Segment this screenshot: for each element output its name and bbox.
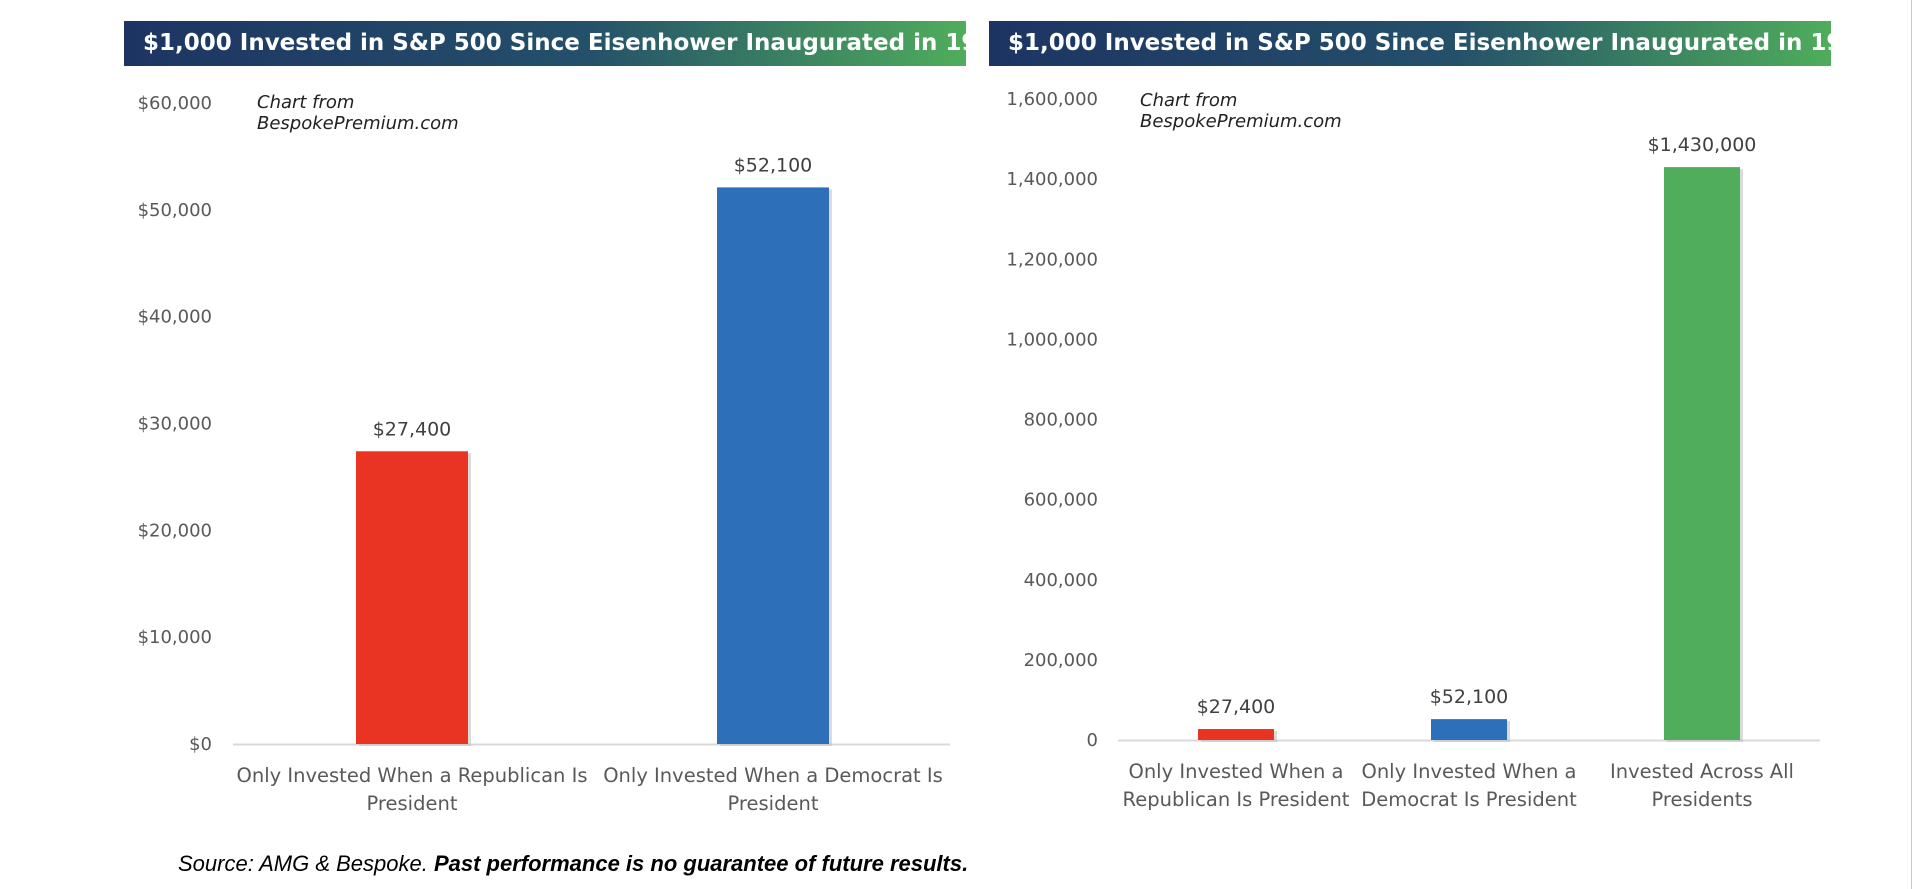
- source-prefix: Source: AMG & Bespoke.: [178, 851, 434, 876]
- right-data-label: $27,400: [1197, 696, 1276, 718]
- right-category-label: Invested Across All Presidents: [1610, 760, 1794, 811]
- right-ytick-label: 1,600,000: [1006, 89, 1098, 110]
- right-ytick-label: 600,000: [1024, 490, 1098, 511]
- right-category-label: Only Invested When a Democrat Is Presiden…: [1361, 760, 1577, 811]
- right-data-label: $52,100: [1430, 686, 1509, 708]
- right-bar: [1664, 167, 1740, 740]
- right-ytick-label: 0: [1087, 730, 1098, 751]
- left-ytick-label: $50,000: [138, 200, 212, 221]
- left-bar: [356, 451, 468, 744]
- left-ytick-label: $40,000: [138, 307, 212, 328]
- left-ytick-label: $10,000: [138, 627, 212, 648]
- left-ytick-label: $20,000: [138, 520, 212, 541]
- right-data-label: $1,430,000: [1648, 134, 1757, 156]
- source-note: Source: AMG & Bespoke. Past performance …: [178, 851, 968, 877]
- left-chart-credit: Chart from BespokePremium.com: [257, 92, 459, 134]
- right-bar: [1431, 719, 1507, 740]
- right-ytick-label: 200,000: [1024, 650, 1098, 671]
- left-chart-title: $1,000 Invested in S&P 500 Since Eisenho…: [124, 21, 1009, 66]
- left-category-label: Only Invested When a Democrat Is Presiden…: [603, 764, 943, 815]
- right-ytick-label: 1,000,000: [1006, 329, 1098, 350]
- source-disclaimer: Past performance is no guarantee of futu…: [433, 851, 969, 876]
- left-ytick-label: $30,000: [138, 414, 212, 435]
- left-data-label: $52,100: [734, 154, 813, 176]
- right-ytick-label: 800,000: [1024, 410, 1098, 431]
- right-category-label: Only Invested When a Republican Is Presid…: [1123, 760, 1350, 811]
- left-category-label: Only Invested When a Republican Is Presid…: [237, 764, 588, 815]
- right-ytick-label: 400,000: [1024, 570, 1098, 591]
- left-bar-chart: $0 $10,000 $20,000 $30,000 $40,000 $50,000 $60…: [138, 93, 950, 815]
- left-ytick-label: $0: [189, 734, 212, 755]
- left-data-label: $27,400: [373, 418, 452, 440]
- right-chart-credit: Chart from BespokePremium.com: [1140, 90, 1342, 132]
- left-ytick-label: $60,000: [138, 93, 212, 114]
- right-ytick-label: 1,200,000: [1006, 249, 1098, 270]
- right-ytick-label: 1,400,000: [1006, 169, 1098, 190]
- right-chart-title: $1,000 Invested in S&P 500 Since Eisenho…: [989, 21, 1874, 66]
- right-bar: [1198, 729, 1274, 740]
- right-bar-chart: 0 200,000 400,000 600,000 800,000 1,000,000 1,…: [1006, 89, 1820, 811]
- left-bar: [717, 187, 829, 745]
- page-right-border: [1911, 0, 1912, 889]
